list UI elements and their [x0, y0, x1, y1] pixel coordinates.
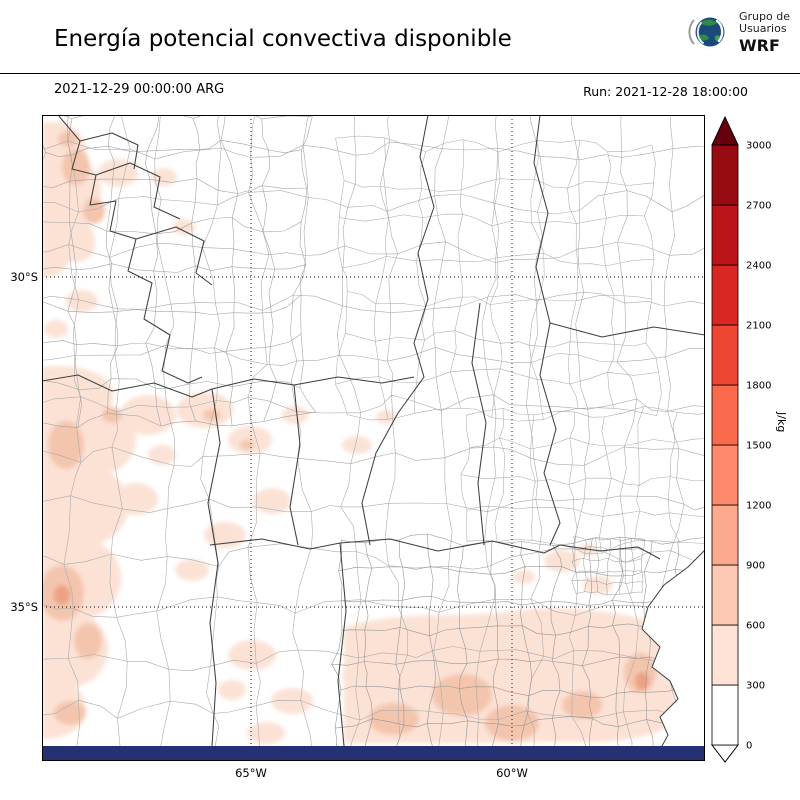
svg-text:3000: 3000 — [746, 141, 771, 152]
header-divider — [0, 73, 800, 74]
page-title: Energía potencial convectiva disponible — [54, 26, 512, 52]
graticule — [42, 115, 705, 746]
svg-text:300: 300 — [746, 681, 765, 692]
lon-tick-60w: 60°W — [496, 766, 528, 780]
wrf-logo: Grupo de Usuarios WRF — [686, 10, 790, 56]
svg-text:1500: 1500 — [746, 441, 771, 452]
cape-map-canvas — [42, 115, 705, 761]
logo-text-line2: Usuarios — [739, 22, 787, 36]
logo-text: Grupo de Usuarios WRF — [739, 9, 790, 56]
svg-text:2700: 2700 — [746, 201, 771, 212]
svg-text:2400: 2400 — [746, 261, 771, 272]
svg-text:1800: 1800 — [746, 381, 771, 392]
colorbar-unit-label: J/kg — [775, 412, 788, 433]
bottom-edge-bar — [42, 746, 705, 761]
run-time-label: Run: 2021-12-28 18:00:00 — [583, 84, 748, 99]
svg-text:2100: 2100 — [746, 321, 771, 332]
province-boundaries-layer — [42, 115, 705, 746]
lat-tick-30s: 30°S — [10, 270, 38, 284]
svg-text:0: 0 — [746, 741, 752, 752]
map-frame — [42, 115, 705, 761]
valid-time-label: 2021-12-29 00:00:00 ARG — [54, 82, 225, 97]
wrf-globe-icon — [688, 17, 725, 47]
cape-colorbar: 0 300 600 900 1200 1500 1800 2100 2400 2700 3000 — [710, 115, 771, 763]
coastline — [641, 549, 705, 747]
logo-text-wrf: WRF — [739, 35, 780, 55]
logo-text-line1: Grupo de — [739, 9, 790, 23]
svg-text:900: 900 — [746, 561, 765, 572]
svg-text:1200: 1200 — [746, 501, 771, 512]
lon-tick-65w: 65°W — [235, 766, 267, 780]
lat-tick-35s: 35°S — [10, 600, 38, 614]
svg-text:600: 600 — [746, 621, 765, 632]
